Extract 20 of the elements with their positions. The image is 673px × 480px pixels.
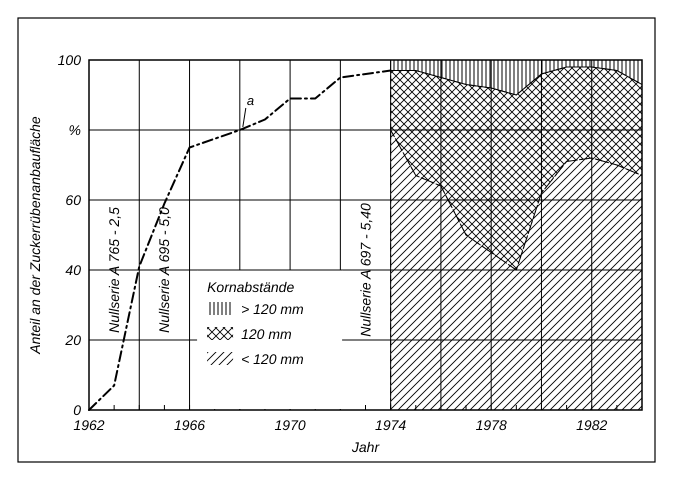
legend-title: Kornabstände <box>207 279 294 295</box>
y-tick-label: % <box>68 122 81 138</box>
legend-label: 120 mm <box>241 326 292 342</box>
annotation: Nullserie A 697 - 5,40 <box>358 202 374 337</box>
x-tick-label: 1970 <box>274 417 306 433</box>
x-axis-title: Jahr <box>350 439 380 455</box>
y-tick-label: 40 <box>65 262 82 278</box>
legend-label: < 120 mm <box>241 351 304 367</box>
x-tick-label: 1974 <box>375 417 406 433</box>
legend-label: > 120 mm <box>241 301 304 317</box>
x-tick-label: 1966 <box>174 417 206 433</box>
y-tick-label: 20 <box>64 332 82 348</box>
x-tick-label: 1982 <box>576 417 608 433</box>
x-tick-label: 1962 <box>73 417 105 433</box>
y-axis-title: Anteil an der Zuckerrübenanbaufläche <box>27 116 43 355</box>
y-tick-label: 100 <box>58 52 82 68</box>
y-tick-label: 60 <box>65 192 82 208</box>
series-label: a <box>246 93 254 108</box>
y-tick-label: 0 <box>73 402 82 418</box>
x-tick-label: 1978 <box>476 417 507 433</box>
